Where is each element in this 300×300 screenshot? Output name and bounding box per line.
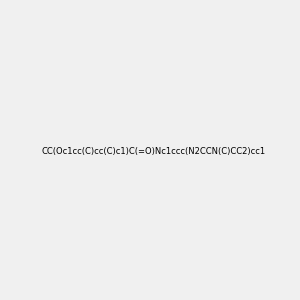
- Text: CC(Oc1cc(C)cc(C)c1)C(=O)Nc1ccc(N2CCN(C)CC2)cc1: CC(Oc1cc(C)cc(C)c1)C(=O)Nc1ccc(N2CCN(C)C…: [42, 147, 266, 156]
